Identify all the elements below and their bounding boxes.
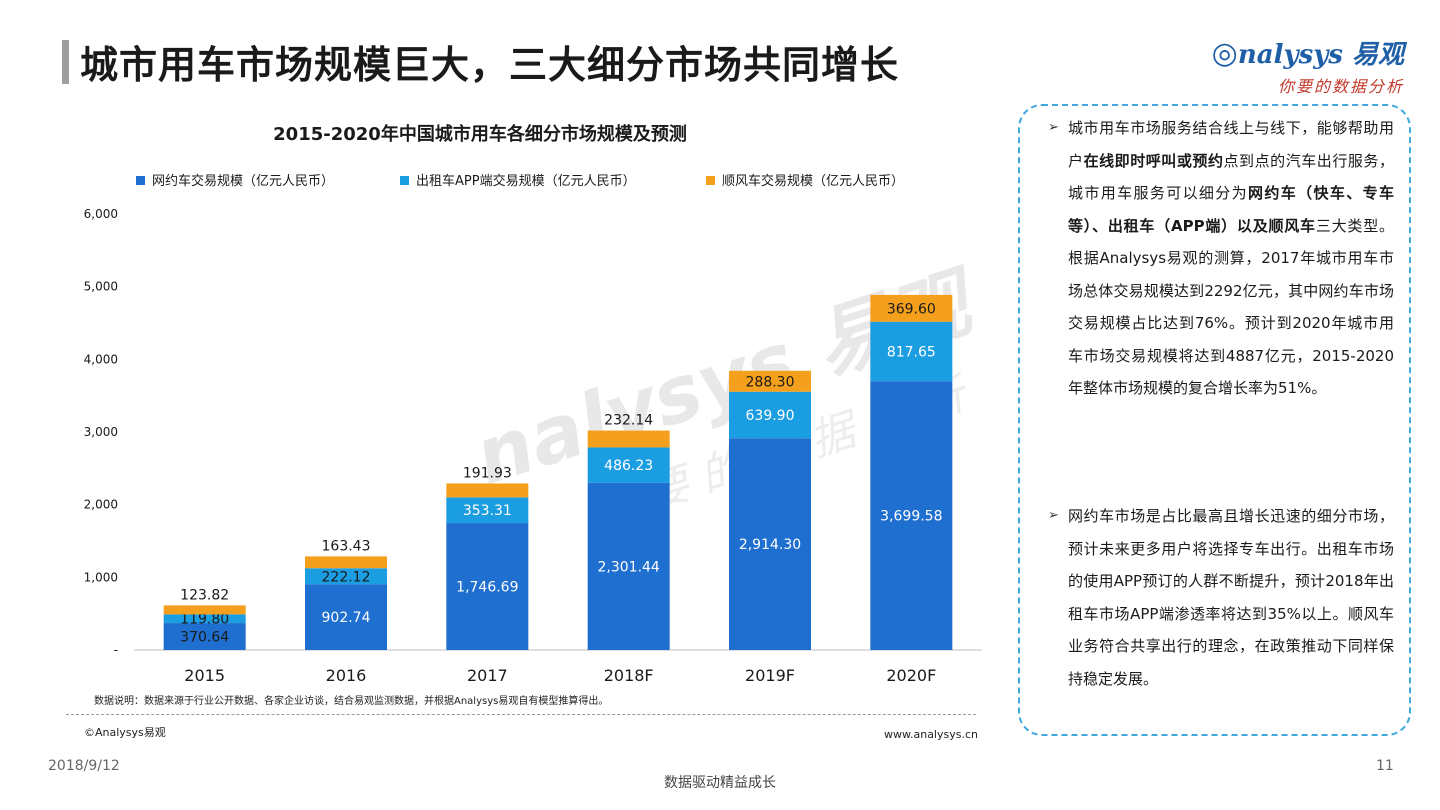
bar-segment xyxy=(870,381,953,650)
legend-label: 网约车交易规模（亿元人民币） xyxy=(152,173,334,189)
bar-segment xyxy=(446,523,529,650)
footer-slogan: 数据驱动精益成长 xyxy=(664,775,776,791)
summary-paragraph-1: ➢ 城市用车市场服务结合线上与线下，能够帮助用户在线即时呼叫或预约点到点的汽车出… xyxy=(1048,112,1394,405)
bar-data-label: 817.65 xyxy=(887,344,936,360)
bar-segment xyxy=(305,568,387,585)
y-tick-label: 3,000 xyxy=(84,425,118,439)
x-tick-label: 2015 xyxy=(184,666,225,685)
bar-segment xyxy=(587,430,670,448)
bar-segment xyxy=(446,497,529,524)
bullet-arrow-icon: ➢ xyxy=(1048,120,1059,135)
summary-panel xyxy=(1018,104,1411,736)
y-tick-label: 6,000 xyxy=(84,207,118,221)
bar-data-label: 3,699.58 xyxy=(880,509,942,525)
y-tick-label: 5,000 xyxy=(84,280,118,294)
summary-paragraph-2: ➢ 网约车市场是占比最高且增长迅速的细分市场，预计未来更多用户将选择专车出行。出… xyxy=(1048,500,1394,695)
bar-data-label: 123.82 xyxy=(180,587,229,603)
bar-segment xyxy=(163,623,246,650)
y-tick-label: 4,000 xyxy=(84,352,118,366)
y-tick-label: - xyxy=(114,643,118,657)
bar-data-label: 370.64 xyxy=(180,630,229,646)
chart-container: nalysys 易观你要的数据分析2015-2020年中国城市用车各细分市场规模… xyxy=(60,110,990,750)
bar-data-label: 1,746.69 xyxy=(456,580,518,596)
stacked-bar-chart: nalysys 易观你要的数据分析2015-2020年中国城市用车各细分市场规模… xyxy=(84,123,990,685)
bar-data-label: 2,301.44 xyxy=(597,559,659,575)
bar-data-label: 486.23 xyxy=(604,458,653,474)
slide-date: 2018/9/12 xyxy=(48,758,120,774)
bar-data-label: 288.30 xyxy=(746,374,795,390)
bar-segment xyxy=(870,294,953,322)
bar-data-label: 369.60 xyxy=(887,301,936,317)
bar-data-label: 232.14 xyxy=(604,413,653,429)
copyright-text: ©Analysys易观 xyxy=(84,726,166,739)
x-tick-label: 2016 xyxy=(326,666,367,685)
y-tick-label: 2,000 xyxy=(84,498,118,512)
page-title: 城市用车市场规模巨大，三大细分市场共同增长 xyxy=(80,43,900,87)
bar-segment xyxy=(729,438,811,650)
legend-swatch xyxy=(136,176,145,185)
y-tick-label: 1,000 xyxy=(84,570,118,584)
logo-wordmark: ◎nalysys 易观 xyxy=(1211,36,1404,71)
logo-slogan: 你要的数据分析 xyxy=(1277,77,1404,96)
bar-segment xyxy=(729,391,811,439)
dashed-divider xyxy=(66,714,976,715)
bar-data-label: 353.31 xyxy=(463,503,512,519)
analysys-logo: ◎nalysys 易观 你要的数据分析 xyxy=(1212,34,1404,97)
bar-segment xyxy=(587,447,670,483)
bar-segment xyxy=(729,370,811,392)
data-source-note: 数据说明：数据来源于行业公开数据、各家企业访谈，结合易观监测数据，并根据Anal… xyxy=(94,696,609,707)
x-tick-label: 2019F xyxy=(745,666,795,685)
bar-segment xyxy=(305,556,387,569)
chart-title: 2015-2020年中国城市用车各细分市场规模及预测 xyxy=(273,123,687,145)
x-tick-label: 2018F xyxy=(604,666,654,685)
legend-label: 出租车APP端交易规模（亿元人民币） xyxy=(416,173,636,189)
bar-data-label: 222.12 xyxy=(322,569,371,585)
bar-segment xyxy=(163,605,246,615)
legend-label: 顺风车交易规模（亿元人民币） xyxy=(722,173,904,189)
bullet-arrow-icon: ➢ xyxy=(1048,508,1059,523)
x-tick-label: 2020F xyxy=(886,666,936,685)
bar-data-label: 902.74 xyxy=(322,610,371,626)
bar-data-label: 119.80 xyxy=(180,612,229,628)
title-accent-bar xyxy=(62,40,69,84)
bar-segment xyxy=(305,584,387,650)
bar-segment xyxy=(446,483,529,498)
page-number: 11 xyxy=(1376,758,1394,774)
website-link[interactable]: www.analysys.cn xyxy=(884,728,978,741)
bar-data-label: 2,914.30 xyxy=(739,537,801,553)
legend-swatch xyxy=(400,176,409,185)
bar-segment xyxy=(870,321,953,382)
x-tick-label: 2017 xyxy=(467,666,508,685)
bar-data-label: 163.43 xyxy=(322,538,371,554)
bar-segment xyxy=(163,614,246,624)
bar-data-label: 191.93 xyxy=(463,465,512,481)
bar-data-label: 639.90 xyxy=(746,408,795,424)
legend-swatch xyxy=(706,176,715,185)
bar-segment xyxy=(587,482,670,650)
